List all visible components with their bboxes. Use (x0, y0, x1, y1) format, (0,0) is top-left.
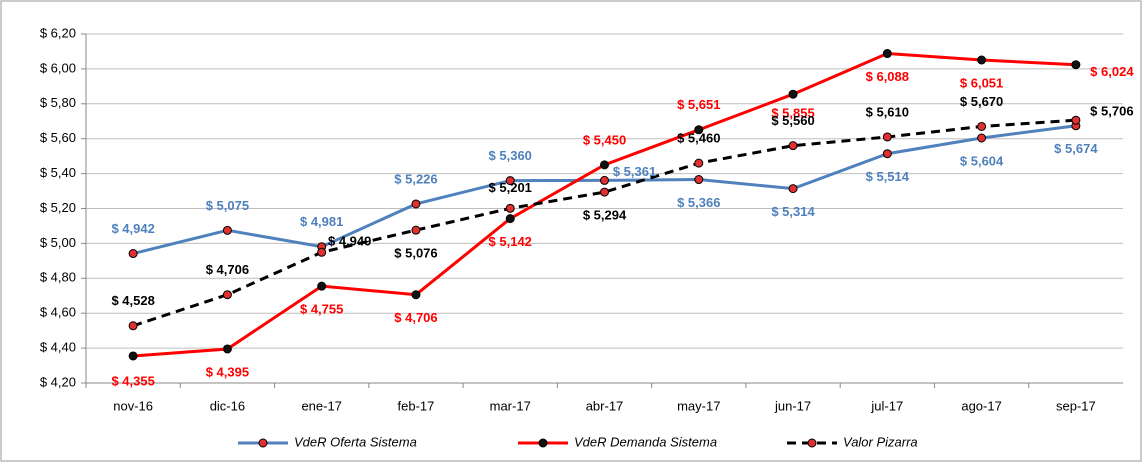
data-label: $ 5,294 (583, 208, 627, 223)
legend-marker (538, 438, 548, 448)
point-marker (694, 175, 704, 185)
point-marker (1071, 60, 1081, 70)
point-marker (505, 203, 515, 213)
data-label: $ 5,514 (866, 169, 910, 184)
x-tick-label: ene-17 (301, 398, 341, 413)
data-label: $ 5,610 (866, 104, 909, 119)
x-tick-label: may-17 (677, 398, 720, 413)
x-tick-label: jun-17 (774, 398, 811, 413)
data-label: $ 6,024 (1090, 64, 1134, 79)
y-tick-label: $ 6,00 (40, 60, 76, 75)
point-marker (977, 121, 987, 131)
x-tick-label: sep-17 (1056, 398, 1096, 413)
point-marker (411, 199, 421, 209)
point-marker (788, 184, 798, 194)
point-marker (222, 225, 232, 235)
point-marker (128, 249, 138, 259)
point-marker (977, 133, 987, 143)
x-tick-label: nov-16 (113, 398, 153, 413)
x-tick-label: abr-17 (586, 398, 624, 413)
data-label: $ 5,201 (489, 180, 532, 195)
point-marker (788, 141, 798, 151)
y-tick-label: $ 4,20 (40, 374, 76, 389)
point-marker (222, 344, 232, 354)
data-label: $ 4,755 (300, 302, 343, 317)
point-marker (694, 158, 704, 168)
x-tick-label: dic-16 (210, 398, 245, 413)
data-label: $ 4,706 (206, 262, 249, 277)
data-label: $ 5,142 (489, 234, 532, 249)
y-tick-label: $ 4,80 (40, 270, 76, 285)
data-label: $ 4,942 (111, 221, 154, 236)
point-marker (882, 132, 892, 142)
legend-label: VdeR Oferta Sistema (294, 434, 417, 449)
point-marker (788, 89, 798, 99)
data-label: $ 5,674 (1054, 141, 1098, 156)
point-marker (694, 125, 704, 135)
point-marker (317, 247, 327, 257)
data-label: $ 4,949 (328, 234, 371, 249)
data-label: $ 4,981 (300, 214, 343, 229)
data-label: $ 5,706 (1090, 104, 1133, 119)
point-marker (505, 176, 515, 186)
legend-marker (258, 438, 268, 448)
y-tick-label: $ 4,40 (40, 340, 76, 355)
series-line (132, 118, 1076, 328)
data-label: $ 5,076 (394, 246, 437, 261)
data-label: $ 5,361 (613, 164, 656, 179)
point-marker (505, 214, 515, 224)
y-tick-label: $ 5,80 (40, 95, 76, 110)
data-label: $ 5,314 (771, 204, 815, 219)
point-marker (128, 321, 138, 331)
x-tick-label: jul-17 (870, 398, 903, 413)
data-label: $ 4,395 (206, 364, 249, 379)
legend-label: VdeR Demanda Sistema (574, 434, 717, 449)
point-marker (128, 351, 138, 361)
data-label: $ 5,360 (489, 148, 532, 163)
point-marker (977, 55, 987, 65)
data-label: $ 4,706 (394, 310, 437, 325)
point-marker (1071, 115, 1081, 125)
data-label: $ 5,604 (960, 153, 1004, 168)
legend-label: Valor Pizarra (843, 434, 918, 449)
point-marker (411, 225, 421, 235)
x-tick-label: mar-17 (490, 398, 531, 413)
point-marker (882, 49, 892, 59)
y-tick-label: $ 5,20 (40, 200, 76, 215)
data-label: $ 5,460 (677, 131, 720, 146)
x-tick-label: feb-17 (398, 398, 435, 413)
point-marker (600, 175, 609, 185)
y-tick-label: $ 5,00 (40, 235, 76, 250)
data-label: $ 5,450 (583, 132, 626, 147)
data-label: $ 5,560 (771, 113, 814, 128)
point-marker (600, 160, 609, 170)
x-tick-label: ago-17 (961, 398, 1001, 413)
point-marker (882, 149, 892, 159)
point-marker (317, 281, 327, 291)
data-label: $ 6,051 (960, 75, 1003, 90)
data-label: $ 4,355 (111, 373, 154, 388)
y-tick-label: $ 4,60 (40, 305, 76, 320)
y-tick-label: $ 6,20 (40, 25, 76, 40)
data-label: $ 5,855 (771, 106, 814, 121)
point-marker (411, 290, 421, 300)
y-tick-label: $ 5,60 (40, 130, 76, 145)
data-label: $ 4,528 (111, 293, 154, 308)
data-label: $ 5,226 (394, 171, 437, 186)
y-tick-label: $ 5,40 (40, 165, 76, 180)
legend-marker (807, 438, 817, 448)
point-marker (600, 187, 609, 197)
data-label: $ 5,366 (677, 195, 720, 210)
data-label: $ 6,088 (866, 69, 909, 84)
data-label: $ 5,075 (206, 198, 249, 213)
point-marker (222, 290, 232, 300)
data-label: $ 5,651 (677, 97, 720, 112)
data-label: $ 5,670 (960, 94, 1003, 109)
